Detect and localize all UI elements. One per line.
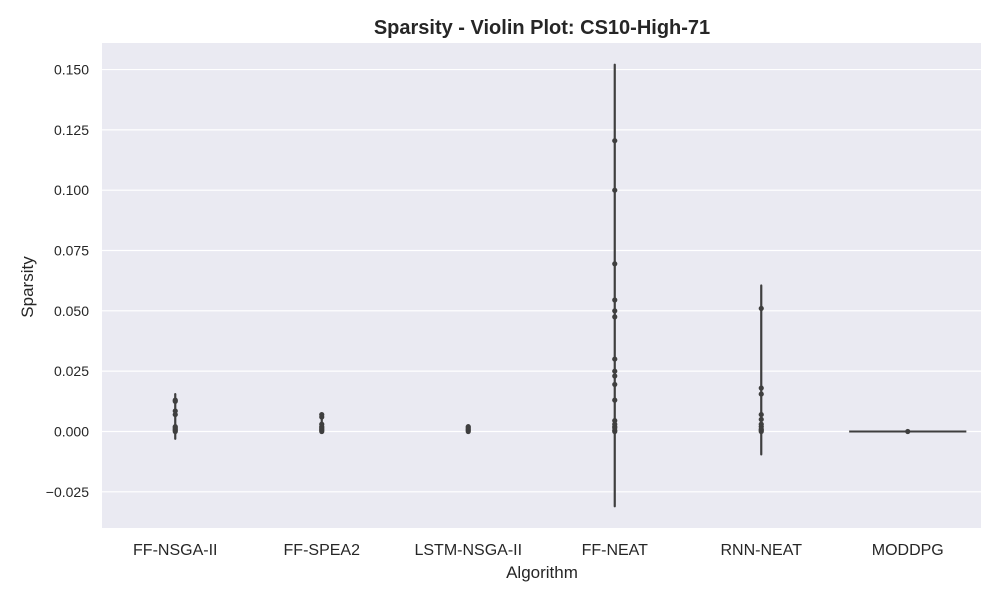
data-point — [758, 385, 764, 391]
data-point — [905, 428, 911, 435]
data-point — [612, 356, 618, 362]
chart-title: Sparsity - Violin Plot: CS10-High-71 — [374, 17, 710, 39]
data-point — [612, 421, 618, 427]
x-tick-label: FF-SPEA2 — [284, 542, 361, 559]
violin-ff-nsga-ii — [172, 392, 178, 440]
data-point — [612, 397, 618, 403]
y-tick-label: 0.150 — [54, 62, 89, 78]
y-axis-label: Sparsity — [18, 256, 37, 318]
x-axis-label: Algorithm — [506, 563, 578, 582]
x-tick-labels: FF-NSGA-II FF-SPEA2 LSTM-NSGA-II FF-NEAT RNN… — [133, 542, 944, 559]
violin-lstm-nsga-ii — [465, 424, 471, 435]
y-tick-label: 0.025 — [54, 363, 89, 379]
data-point — [758, 416, 764, 423]
data-point — [612, 418, 618, 424]
data-point — [612, 381, 618, 388]
data-point — [612, 187, 618, 193]
data-point — [612, 138, 618, 144]
x-tick-label: FF-NEAT — [582, 542, 649, 559]
y-tick-label: −0.025 — [46, 484, 89, 500]
y-tick-label: 0.050 — [54, 303, 89, 319]
data-point — [465, 424, 471, 430]
x-tick-label: FF-NSGA-II — [133, 542, 217, 559]
data-point — [612, 368, 618, 374]
y-tick-label: 0.125 — [54, 122, 89, 138]
y-tick-label: 0.075 — [54, 243, 89, 259]
y-tick-label: 0.100 — [54, 182, 89, 198]
data-point — [319, 421, 325, 427]
data-point — [172, 408, 178, 414]
data-point — [172, 424, 178, 430]
gridlines — [102, 68, 981, 493]
violin-ff-neat — [612, 63, 618, 508]
x-tick-label: RNN-NEAT — [721, 542, 803, 559]
data-point — [319, 411, 325, 418]
data-point — [172, 411, 178, 418]
data-point — [172, 397, 178, 403]
violin-series — [172, 63, 967, 508]
data-point — [758, 421, 764, 427]
plot-area — [102, 43, 981, 528]
data-point — [758, 411, 764, 418]
y-tick-labels: −0.025 0.000 0.025 0.050 0.075 0.100 0.125 0.15… — [46, 62, 89, 500]
x-tick-label: MODDPG — [872, 542, 944, 559]
data-point — [758, 305, 764, 312]
data-point — [612, 373, 618, 379]
violin-moddpg — [849, 428, 967, 435]
data-point — [612, 314, 618, 320]
data-point — [758, 391, 764, 397]
data-point — [612, 308, 618, 314]
data-point — [612, 261, 618, 267]
x-tick-label: LSTM-NSGA-II — [414, 542, 522, 559]
data-point — [612, 297, 618, 303]
y-tick-label: 0.000 — [54, 423, 89, 439]
violin-rnn-neat — [758, 284, 764, 456]
violin-ff-spea2 — [319, 411, 325, 435]
